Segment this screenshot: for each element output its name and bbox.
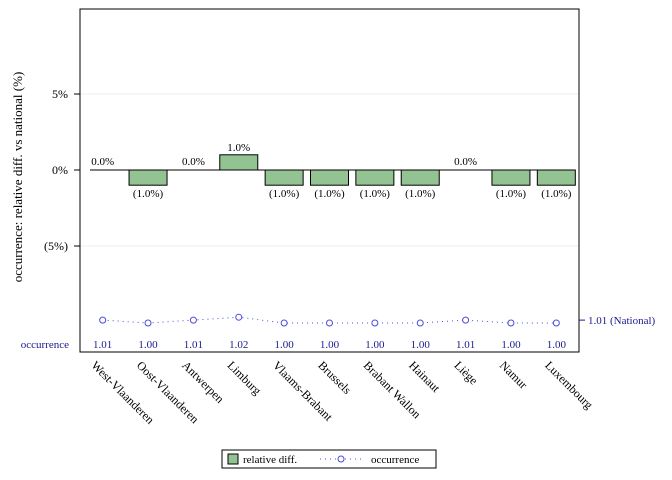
occurrence-marker [416,319,424,327]
bar-value-label: (1.0%) [405,188,436,200]
occurrence-marker [280,319,288,327]
x-tick-label: Luxembourg [542,358,596,412]
bar-value-label: (1.0%) [496,188,527,200]
legend: relative diff. occurrence [221,449,437,469]
bar [310,169,349,186]
occurrence-row-label: occurrence [21,339,69,351]
bar-series [128,154,576,186]
occurrence-marker [462,316,470,324]
occurrence-value-label: 1.00 [365,339,385,351]
occurrence-value-label: 1.00 [501,339,521,351]
occurrence-series [99,313,560,327]
bar-value-label: 0.0% [182,156,205,168]
occurrence-value-label: 1.00 [138,339,158,351]
legend-box [221,449,437,469]
x-tick-label: Namur [497,358,530,391]
bar-value-label: (1.0%) [314,188,345,200]
occurrence-value-label: 1.00 [411,339,431,351]
y-tick-label: 0% [52,163,68,177]
bar [219,154,259,171]
occurrence-value-label: 1.00 [320,339,340,351]
occurrence-marker [507,319,515,327]
occurrence-value-labels: 1.01 1.00 1.01 1.02 1.00 1.00 1.00 1.00 1.01 1.00… [93,339,566,351]
bar-value-label: 1.0% [227,142,250,154]
bar [128,169,168,186]
occurrence-value-label: 1.01 [456,339,475,351]
bar-value-label: (1.0%) [541,188,572,200]
occurrence-marker [99,316,107,324]
occurrence-marker [235,313,243,321]
occurrence-line [102,316,557,324]
occurrence-value-label: 1.02 [229,339,248,351]
occurrence-value-label: 1.01 [93,339,112,351]
occurrence-marker [144,319,152,327]
legend-bar-swatch [227,453,239,465]
occurrence-value-label: 1.00 [547,339,567,351]
occurrence-value-label: 1.01 [184,339,203,351]
legend-label-occurrence: occurrence [371,454,419,466]
plot-frame [79,8,580,353]
y-tick-label: (5%) [44,239,68,253]
y-tick-label: 5% [52,87,68,101]
occurrence-marker [189,316,197,324]
x-tick-label: Limburg [225,358,264,397]
occurrence-marker [326,319,333,327]
x-tick-label: Hainaut [406,358,443,395]
national-label: 1.01 (National) [588,315,656,327]
y-axis-label: occurrence: relative diff. vs national (… [10,72,25,283]
x-tick-label: Brussels [315,358,354,397]
legend-label-relative-diff: relative diff. [243,454,297,466]
gridlines [80,93,579,247]
bar-value-labels: 0.0% (1.0%) 0.0% 1.0% (1.0%) (1.0%) (1.0%) (1.0… [91,142,572,200]
occurrence-value-label: 1.00 [275,339,295,351]
legend-marker [337,455,345,463]
x-tick-label: Antwerpen [179,358,227,406]
bar [491,169,531,186]
occurrence-marker [371,319,379,327]
bar-value-label: 0.0% [91,156,114,168]
bar [355,169,395,186]
bar [400,169,440,186]
occurrence-marker [552,319,560,327]
bar-value-label: (1.0%) [360,188,391,200]
bar [264,169,304,186]
national-reference: 1.01 (National) [579,315,656,327]
bar-value-label: (1.0%) [269,188,300,200]
y-axis-ticks: 5% 0% (5%) [44,87,80,253]
x-tick-label: Liège [451,358,480,387]
bar [536,169,576,186]
x-axis-tick-labels: West-VlaanderenOost-VlaanderenAntwerpenL… [89,358,596,427]
bar-value-label: (1.0%) [133,188,164,200]
bar-value-label: 0.0% [454,156,477,168]
